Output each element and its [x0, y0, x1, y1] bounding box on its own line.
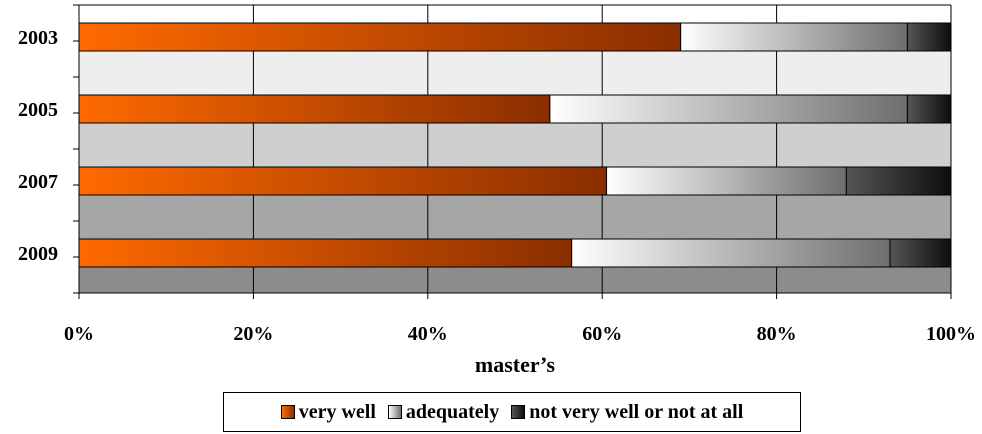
legend-swatch-not-very-well	[511, 405, 526, 419]
legend-swatch-very-well	[280, 405, 295, 419]
x-tick-label: 40%	[408, 323, 448, 345]
legend-item-not-very-well: not very well or not at all	[511, 401, 743, 424]
bar-segment	[78, 22, 682, 52]
bar-segment	[78, 94, 551, 124]
y-tick-label: 2003	[18, 27, 58, 49]
bars	[78, 22, 952, 268]
stacked-bar-chart: 2003 2005 2007 2009 0% 20% 40% 60% 80% 100% mast…	[18, 4, 976, 377]
legend-item-very-well: very well	[280, 400, 376, 424]
bar-segment	[906, 22, 952, 52]
bar-segment	[78, 238, 573, 268]
x-tick-label: 20%	[233, 323, 273, 345]
y-tick-labels: 2003 2005 2007 2009	[18, 27, 58, 265]
bar-segment	[889, 238, 952, 268]
bar-segment	[680, 22, 908, 52]
x-axis-title: master’s	[475, 352, 556, 377]
y-tick-label: 2005	[18, 99, 58, 121]
x-tick-label: 60%	[582, 323, 622, 345]
bar-segment	[845, 166, 952, 196]
axes	[73, 4, 952, 299]
legend: very well adequately not very well or no…	[223, 392, 801, 432]
x-tick-labels: 0% 20% 40% 60% 80% 100%	[64, 323, 976, 345]
x-tick-label: 0%	[64, 323, 94, 345]
legend-swatch-adequately	[387, 405, 402, 419]
x-tick-label: 100%	[926, 323, 976, 345]
legend-item-adequately: adequately	[387, 400, 500, 424]
y-tick-label: 2009	[18, 243, 58, 265]
x-tick-label: 80%	[757, 323, 797, 345]
bar-segment	[906, 94, 952, 124]
legend-label: not very well or not at all	[529, 400, 744, 423]
legend-label: very well	[298, 400, 376, 423]
y-tick-label: 2007	[18, 171, 58, 193]
bar-segment	[571, 238, 891, 268]
bar-segment	[78, 166, 608, 196]
bar-segment	[549, 94, 908, 124]
bar-segment	[606, 166, 847, 196]
legend-label: adequately	[405, 400, 500, 423]
